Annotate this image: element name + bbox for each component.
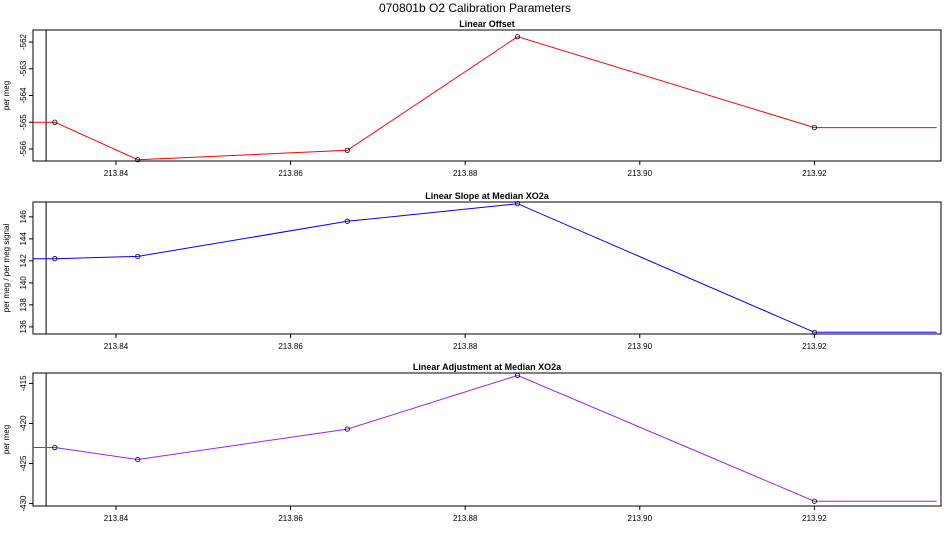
data-point [135, 157, 141, 163]
x-tick-label: 213.84 [104, 342, 129, 351]
y-tick-label: 138 [19, 298, 28, 312]
data-point [52, 444, 58, 451]
chart-panel-2: Linear Slope at Median XO2a 213.84 213.86 2… [2, 191, 942, 351]
x-tick-label: 213.92 [802, 169, 827, 178]
x-tick-label: 213.86 [278, 169, 303, 178]
data-point [135, 253, 141, 260]
data-point [344, 426, 350, 432]
x-tick-label: 213.86 [278, 342, 303, 351]
series-line [33, 203, 937, 333]
data-point [514, 372, 521, 379]
x-tick-label: 213.84 [104, 514, 129, 523]
x-tick-label: 213.90 [628, 169, 653, 178]
y-tick-label: -420 [19, 415, 28, 432]
chart-panel-3: Linear Adjustment at Median XO2a 213.84 21… [2, 362, 942, 523]
y-tick-label: -415 [19, 375, 28, 392]
x-tick-label: 213.86 [278, 514, 303, 523]
x-tick-label: 213.88 [453, 342, 478, 351]
x-tick-label: 213.92 [802, 342, 827, 351]
plot-frame [32, 29, 942, 162]
plot-frame [32, 372, 942, 507]
x-tick-label: 213.90 [628, 342, 653, 351]
panel-title: Linear Adjustment at Median XO2a [413, 362, 562, 372]
panel-title: Linear Slope at Median XO2a [425, 191, 550, 201]
y-tick-label: 144 [19, 232, 28, 246]
y-axis-label: per meg / per meg signal [2, 224, 11, 313]
y-tick-label: 136 [19, 320, 28, 334]
y-tick-label: 140 [19, 276, 28, 290]
y-tick-label: 146 [19, 210, 28, 224]
data-point [344, 147, 350, 153]
data-point [344, 218, 350, 224]
y-tick-label: 142 [19, 254, 28, 268]
y-tick-label: -565 [19, 114, 28, 131]
figure-title: 070801b O2 Calibration Parameters [379, 1, 571, 15]
data-point [811, 329, 818, 335]
series-line [33, 374, 937, 502]
data-point [52, 119, 58, 125]
data-point [514, 201, 521, 207]
x-tick-label: 213.88 [453, 169, 478, 178]
x-tick-label: 213.88 [453, 514, 478, 523]
y-tick-label: -562 [19, 33, 28, 50]
data-point [52, 256, 58, 262]
y-tick-label: -430 [19, 495, 28, 512]
plot-frame [32, 201, 942, 335]
y-tick-label: -566 [19, 140, 28, 157]
data-point [811, 498, 818, 504]
y-axis-label: per meg [2, 81, 11, 110]
y-tick-label: -563 [19, 60, 28, 77]
chart-panel-1: Linear Offset 213.84 213.86 213.88 213.90 213… [2, 19, 942, 178]
panel-title: Linear Offset [459, 19, 515, 29]
y-tick-label: -564 [19, 87, 28, 104]
y-tick-label: -425 [19, 455, 28, 472]
chart-panels: Linear Offset 213.84 213.86 213.88 213.90 213… [2, 19, 942, 523]
y-axis-label: per meg [2, 425, 11, 454]
x-tick-label: 213.90 [628, 514, 653, 523]
series-line [33, 36, 937, 161]
x-tick-label: 213.92 [802, 514, 827, 523]
data-point [514, 34, 521, 40]
data-point [811, 124, 818, 131]
x-tick-label: 213.84 [104, 169, 129, 178]
data-point [135, 456, 141, 463]
